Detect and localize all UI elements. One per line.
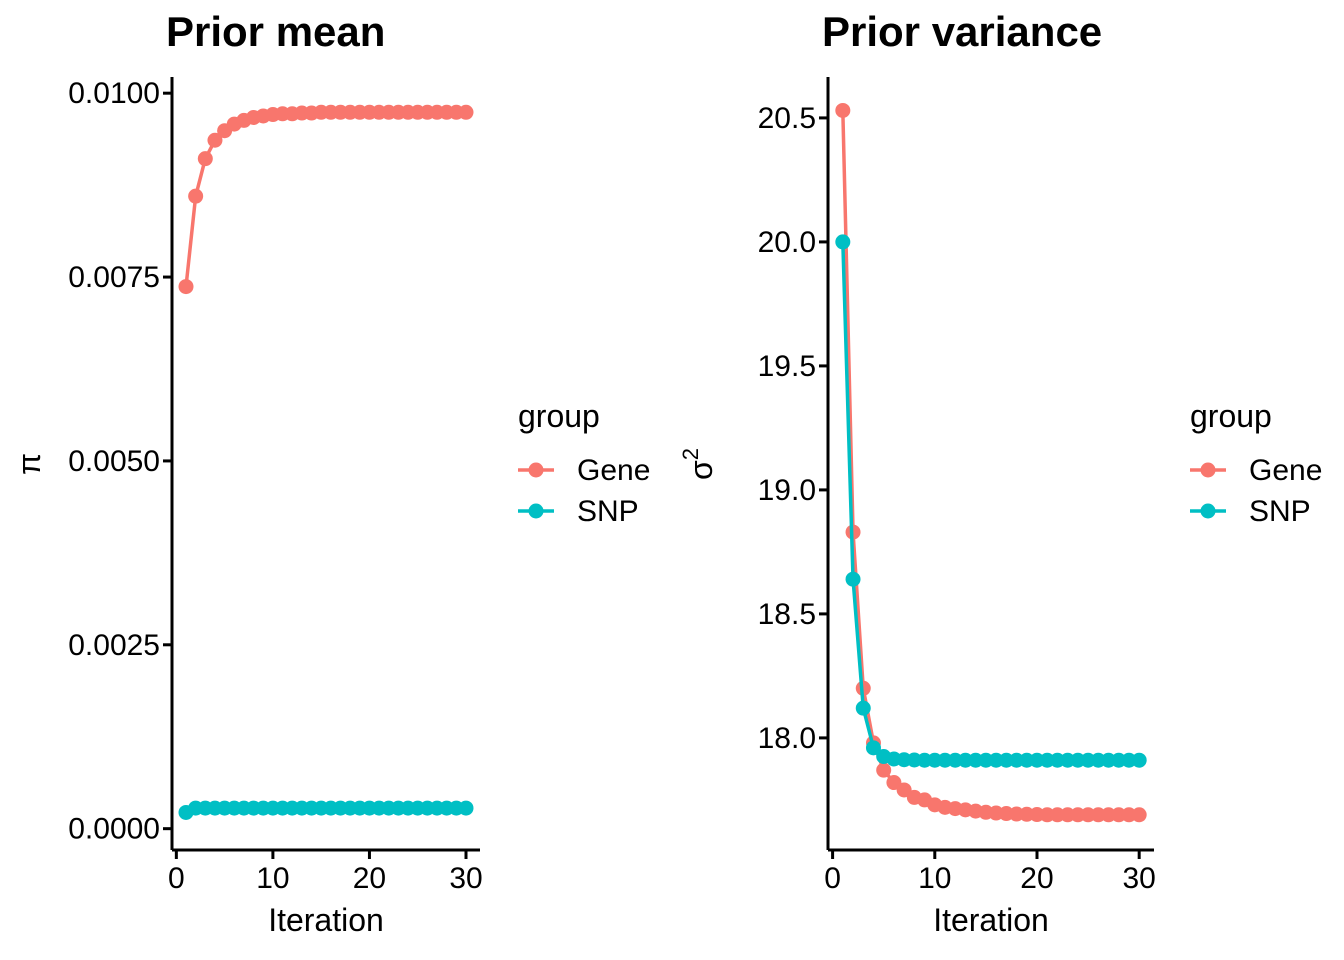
data-point-snp xyxy=(855,700,871,716)
x-tick-label: 10 xyxy=(918,862,951,895)
data-point-snp xyxy=(865,740,881,756)
legend-key-point-gene xyxy=(1200,462,1216,478)
data-point-snp xyxy=(835,234,851,250)
series-snp xyxy=(178,800,474,820)
right-legend-label-snp: SNP xyxy=(1249,495,1311,528)
legend-key-point-gene xyxy=(528,462,544,478)
panel-prior-mean: 0.0000 0.0025 0.0050 0.0075 0.0100 0 10 20 30 xyxy=(68,77,554,895)
x-tick-label: 20 xyxy=(1020,862,1053,895)
series-gene xyxy=(835,102,1147,823)
legend-key-point-snp xyxy=(1200,503,1216,519)
data-point-snp xyxy=(458,800,474,816)
data-point-gene xyxy=(1131,807,1147,823)
legend-key-gene xyxy=(1190,462,1226,478)
x-tick-label: 0 xyxy=(824,862,841,895)
left-plot-title: Prior mean xyxy=(166,8,385,55)
y-tick-label: 19.0 xyxy=(758,474,816,507)
data-point-gene xyxy=(458,104,474,120)
y-tick-label: 0.0000 xyxy=(68,813,160,846)
right-legend-title: group xyxy=(1190,398,1272,434)
x-tick-label: 0 xyxy=(168,862,185,895)
series-snp xyxy=(835,234,1147,768)
series-gene-line xyxy=(184,110,466,287)
y-tick-label: 18.0 xyxy=(758,722,816,755)
right-y-axis-title-sup: 2 xyxy=(678,448,703,460)
x-tick-label: 30 xyxy=(449,862,482,895)
x-tick-label: 10 xyxy=(256,862,289,895)
right-y-axis-title-base: σ xyxy=(683,460,719,480)
data-point-gene xyxy=(835,102,851,118)
series-gene xyxy=(178,104,474,295)
x-tick-label: 30 xyxy=(1122,862,1155,895)
left-legend-label-snp: SNP xyxy=(577,495,639,528)
panel-prior-variance: 18.0 18.5 19.0 19.5 20.0 20.5 0 10 20 30 xyxy=(758,77,1226,895)
series-gene-line xyxy=(841,110,1140,817)
y-tick-label: 0.0100 xyxy=(68,77,160,110)
y-tick-label: 0.0025 xyxy=(68,629,160,662)
y-tick-label: 20.5 xyxy=(758,102,816,135)
y-tick-label: 0.0075 xyxy=(68,261,160,294)
left-legend-title: group xyxy=(518,398,600,434)
data-point-gene xyxy=(178,279,194,295)
y-tick-label: 0.0050 xyxy=(68,445,160,478)
left-x-axis-title: Iteration xyxy=(268,902,384,938)
right-legend-label-gene: Gene xyxy=(1249,454,1322,487)
right-plot-title: Prior variance xyxy=(822,8,1102,55)
y-tick-label: 19.5 xyxy=(758,350,816,383)
legend-key-gene xyxy=(518,462,554,478)
legend-key-snp xyxy=(518,503,554,519)
data-point-snp xyxy=(1131,752,1147,768)
data-point-gene xyxy=(197,151,213,167)
y-tick-label: 20.0 xyxy=(758,226,816,259)
left-y-axis-title-base: π xyxy=(11,453,47,475)
x-tick-label: 20 xyxy=(353,862,386,895)
legend-key-snp xyxy=(1190,503,1226,519)
left-y-axis-title: π xyxy=(11,453,47,475)
right-y-axis-title: σ2 xyxy=(678,448,719,480)
data-point-gene xyxy=(876,762,892,778)
legend-key-point-snp xyxy=(528,503,544,519)
left-legend-label-gene: Gene xyxy=(577,454,650,487)
data-point-snp xyxy=(845,571,861,587)
right-x-axis-title: Iteration xyxy=(933,902,1049,938)
series-snp-line xyxy=(841,241,1140,762)
data-point-gene xyxy=(188,188,204,204)
data-point-gene xyxy=(207,132,223,148)
y-tick-label: 18.5 xyxy=(758,598,816,631)
